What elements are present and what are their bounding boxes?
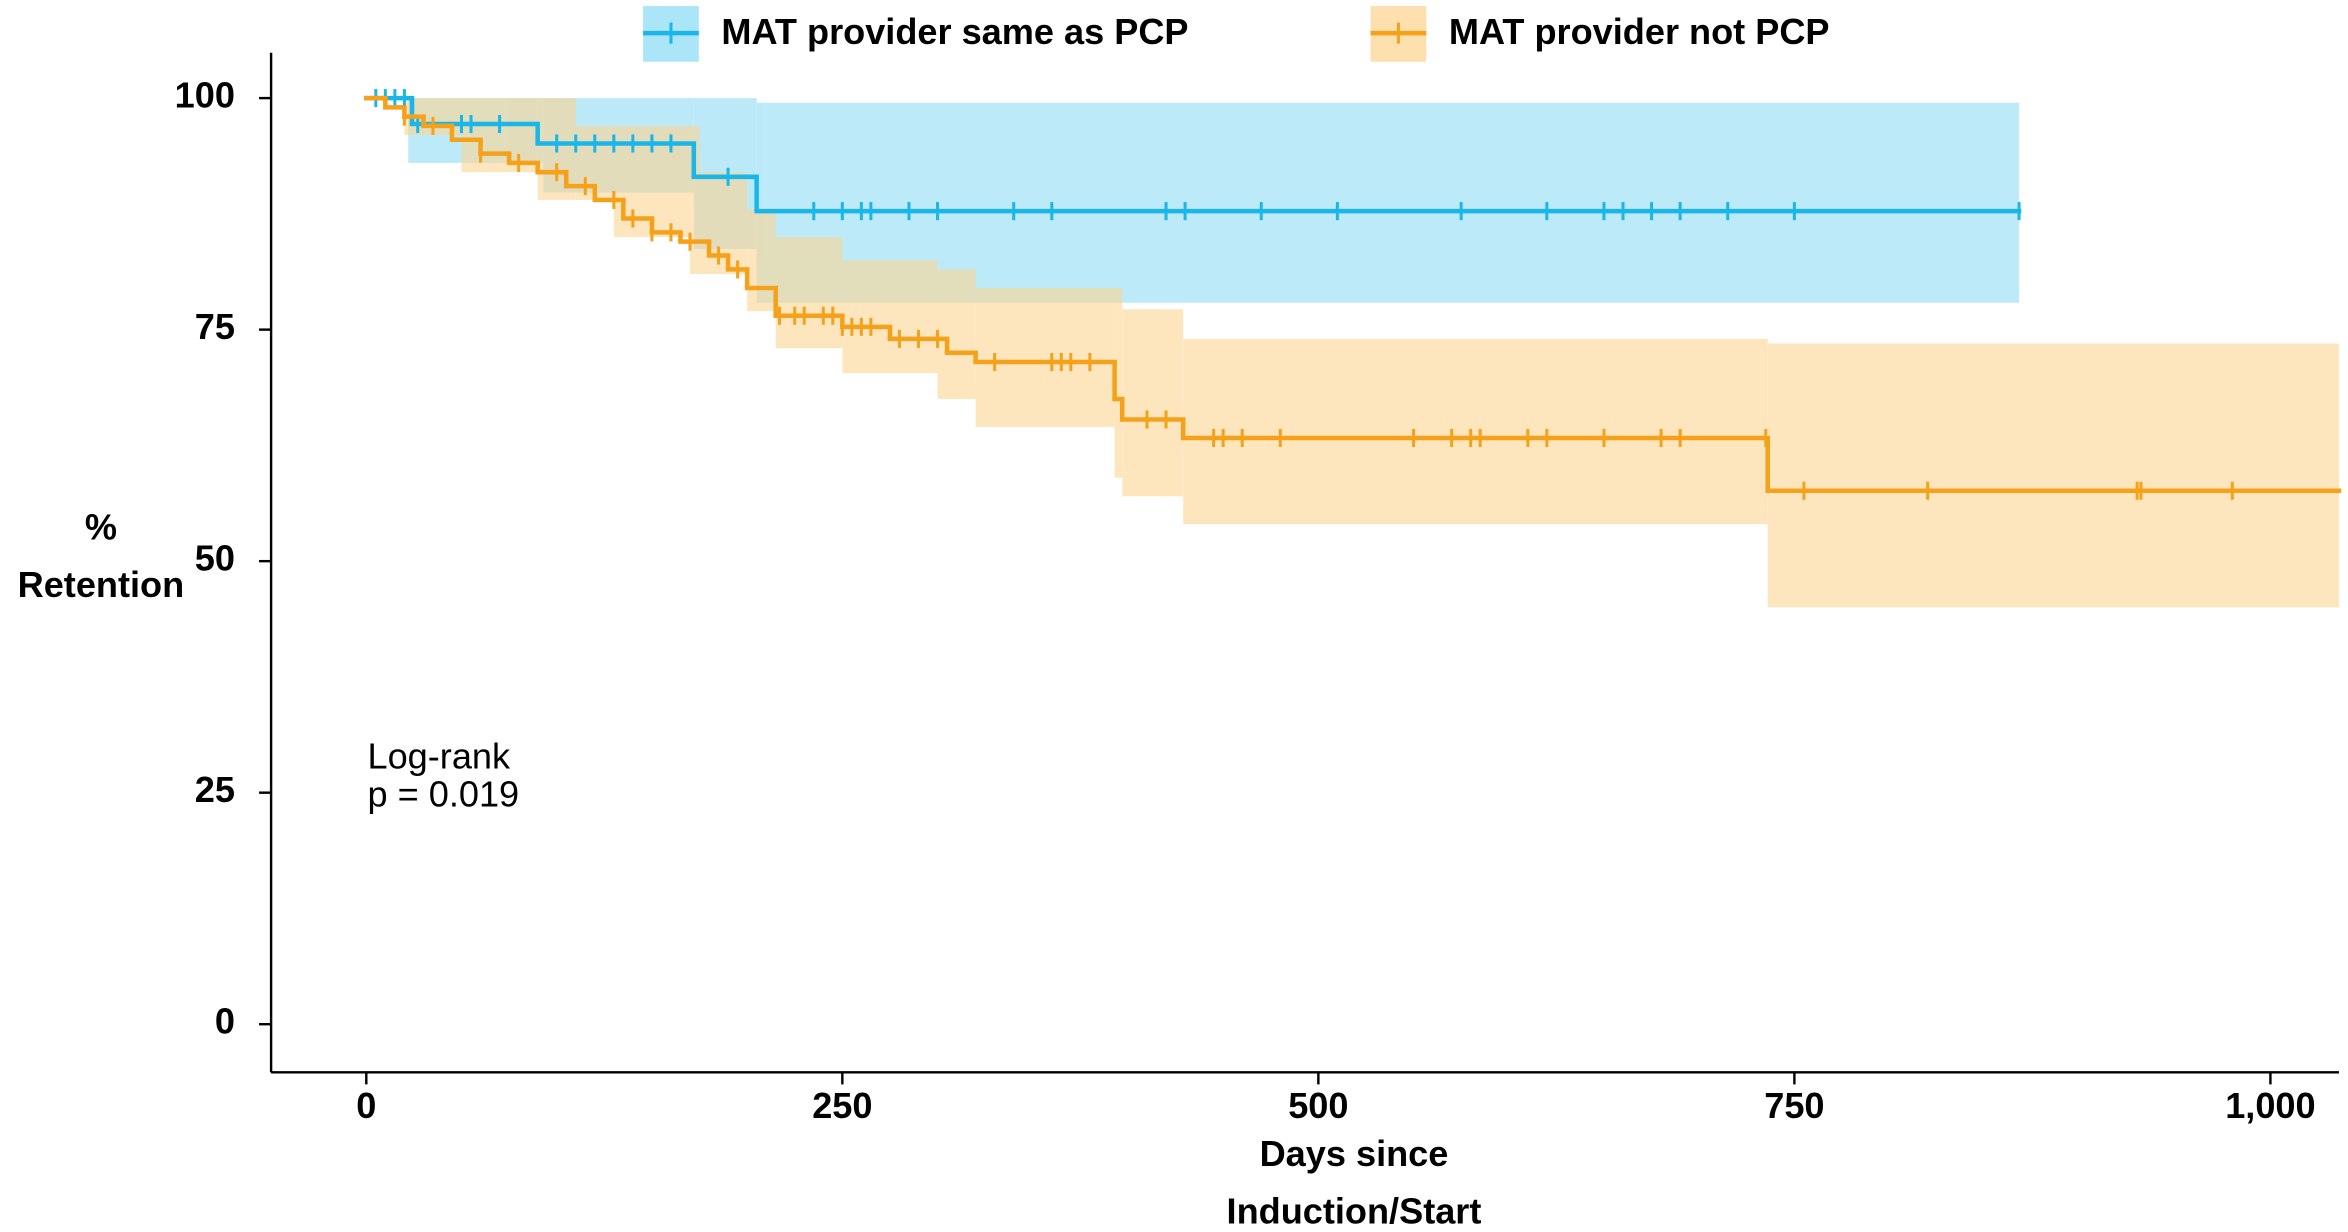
y-tick-label: 50 (195, 538, 235, 579)
x-axis-label: Days since (1260, 1133, 1449, 1174)
band-step (756, 102, 2020, 303)
legend-label: MAT provider not PCP (1449, 11, 1830, 52)
y-tick-label: 0 (215, 1001, 235, 1042)
x-tick-label: 1,000 (2225, 1085, 2315, 1126)
annotation: p = 0.019 (367, 773, 519, 814)
band-step (461, 98, 538, 173)
band-step (775, 237, 843, 349)
band-step (842, 260, 938, 374)
band-step (1122, 309, 1184, 497)
y-axis-label: % (85, 507, 117, 548)
band-step (1114, 287, 1123, 478)
band-step (975, 287, 1115, 427)
y-tick-label: 100 (175, 75, 235, 116)
x-tick-label: 250 (812, 1085, 872, 1126)
legend-label: MAT provider same as PCP (721, 11, 1188, 52)
band-step (690, 125, 700, 275)
y-axis-label: Retention (18, 564, 185, 605)
x-axis-label: Induction/Start (1227, 1190, 1482, 1231)
band-step (699, 172, 748, 275)
annotation: Log-rank (367, 736, 511, 777)
band-step (937, 269, 976, 400)
x-tick-label: 750 (1764, 1085, 1824, 1126)
band-step (747, 209, 776, 312)
x-tick-label: 500 (1288, 1085, 1348, 1126)
x-tick-label: 0 (356, 1085, 376, 1126)
band-step (1767, 343, 2339, 608)
y-tick-label: 25 (195, 769, 235, 810)
y-tick-label: 75 (195, 306, 235, 347)
